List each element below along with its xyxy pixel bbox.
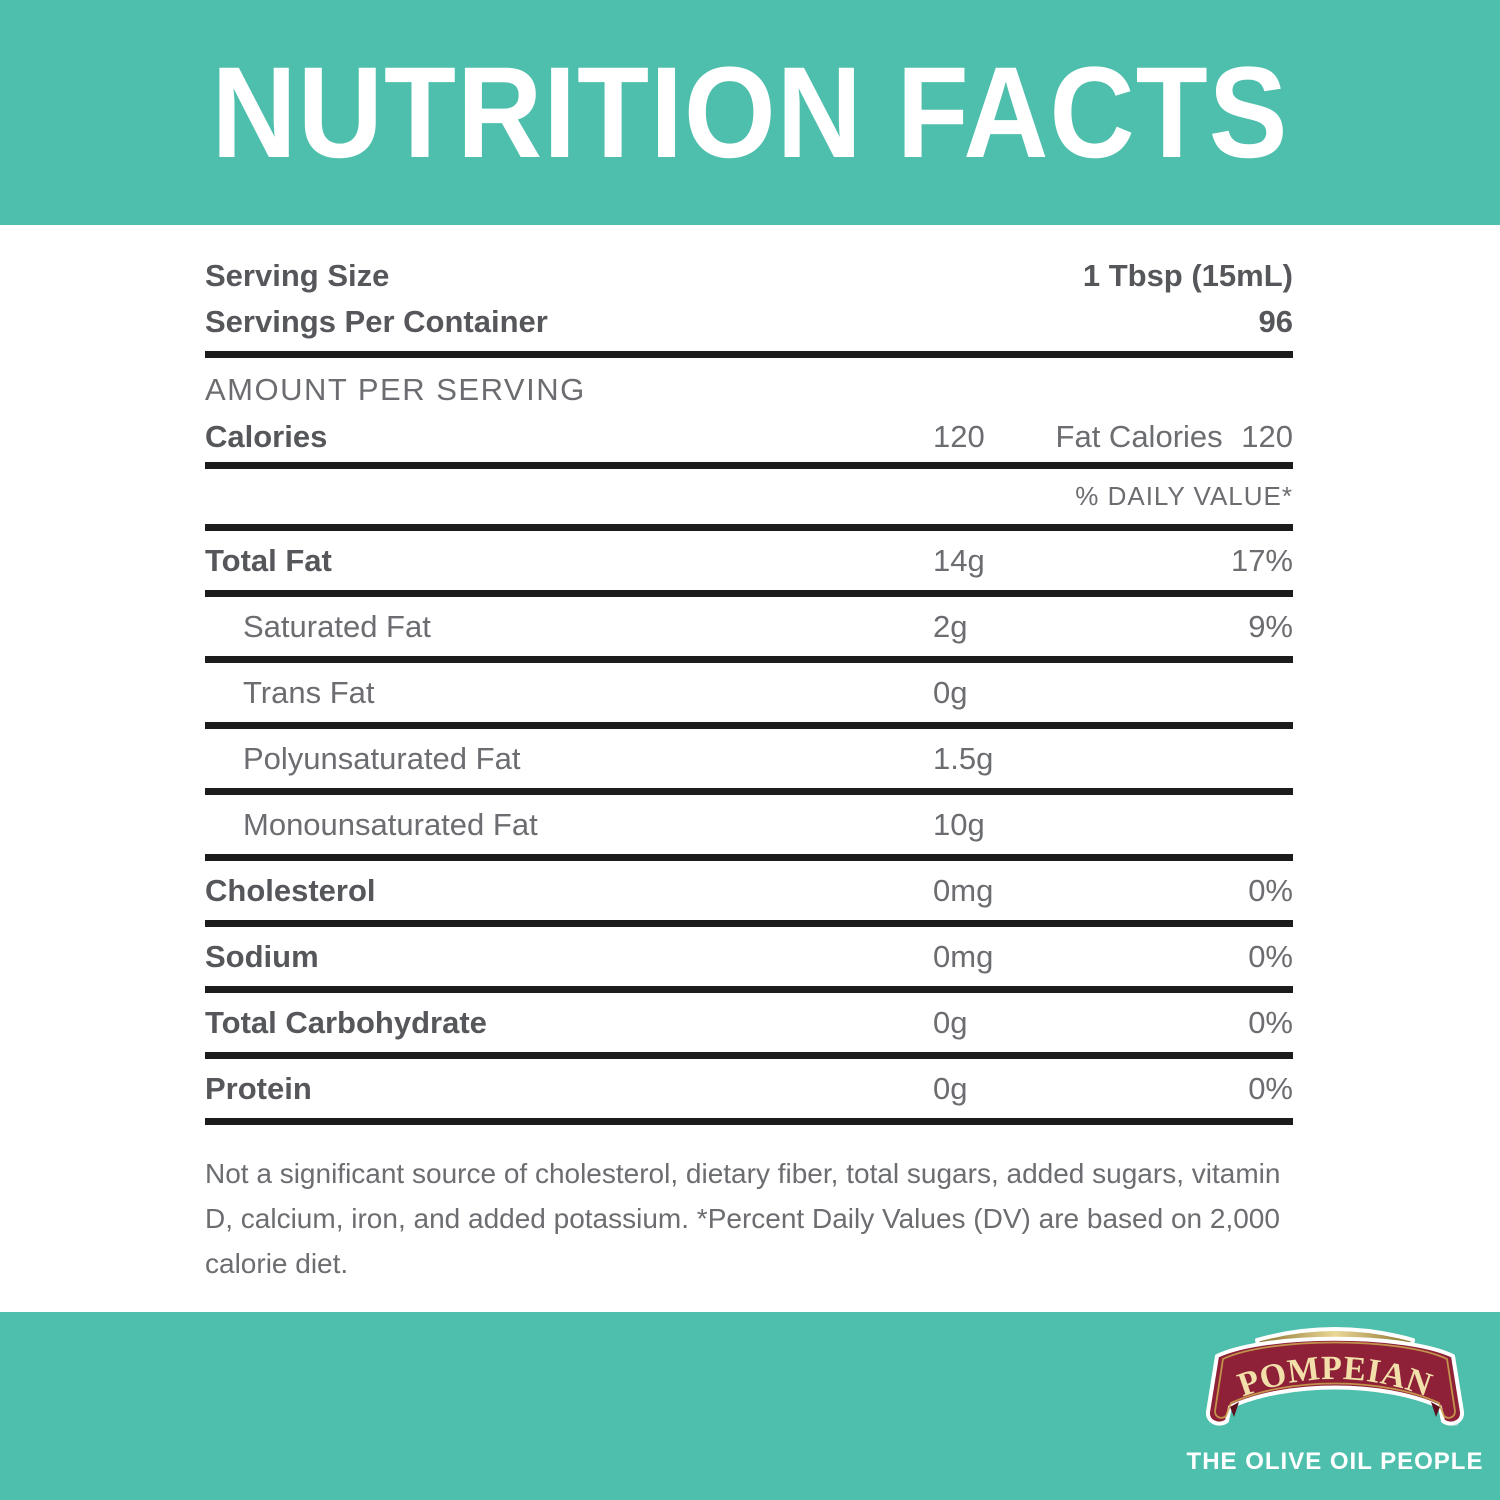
divider (205, 854, 1293, 861)
nutrient-row-saturated-fat: Saturated Fat 2g 9% (205, 597, 1293, 656)
nutrient-amount: 0mg (933, 872, 994, 908)
nutrient-dv: 0% (1248, 1004, 1293, 1040)
nutrient-dv: 0% (1248, 938, 1293, 974)
pompeian-logo: QUALITY SINCE 1906 POMPEIAN ® (1203, 1324, 1467, 1444)
nutrient-label: Total Fat (205, 542, 332, 578)
nutrient-row-polyunsaturated-fat: Polyunsaturated Fat 1.5g (205, 729, 1293, 788)
header-band: NUTRITION FACTS (0, 0, 1500, 225)
pompeian-logo-icon: QUALITY SINCE 1906 POMPEIAN ® (1206, 1327, 1464, 1428)
nutrient-dv: 9% (1248, 608, 1293, 644)
footnote-text: Not a significant source of cholesterol,… (205, 1158, 1281, 1279)
divider (205, 462, 1293, 469)
nutrient-label: Monounsaturated Fat (243, 806, 538, 842)
divider (205, 524, 1293, 531)
divider (205, 351, 1293, 358)
daily-value-header: % DAILY VALUE* (1075, 481, 1293, 511)
label-body: Serving Size 1 Tbsp (15mL) Servings Per … (205, 225, 1293, 1286)
servings-per-container-label: Servings Per Container (205, 304, 548, 339)
fat-calories: Fat Calories 120 (1046, 419, 1293, 455)
nutrient-label: Protein (205, 1070, 312, 1106)
nutrient-label: Polyunsaturated Fat (243, 740, 521, 776)
nutrient-row-monounsaturated-fat: Monounsaturated Fat 10g (205, 795, 1293, 854)
nutrient-dv: 0% (1248, 872, 1293, 908)
page-title: NUTRITION FACTS (211, 39, 1289, 186)
divider (205, 722, 1293, 729)
calories-label: Calories (205, 419, 328, 454)
nutrient-dv: 0% (1248, 1070, 1293, 1106)
servings-per-container-value: 96 (1258, 304, 1293, 339)
divider (205, 1118, 1293, 1125)
calories-row: Calories 120 Fat Calories 120 (205, 412, 1293, 462)
nutrient-amount: 2g (933, 608, 968, 644)
nutrient-dv: 17% (1230, 542, 1293, 578)
nutrient-label: Sodium (205, 938, 319, 974)
servings-per-container-row: Servings Per Container 96 (205, 299, 1293, 345)
footer-band (0, 1312, 1500, 1500)
nutrient-label: Trans Fat (243, 674, 375, 710)
nutrient-amount: 10g (933, 806, 985, 842)
nutrient-label: Total Carbohydrate (205, 1004, 487, 1040)
brand-tagline: THE OLIVE OIL PEOPLE (1186, 1448, 1484, 1475)
nutrient-amount: 1.5g (933, 740, 994, 776)
nutrient-label: Cholesterol (205, 872, 376, 908)
nutrient-row-cholesterol: Cholesterol 0mg 0% (205, 861, 1293, 920)
divider (205, 656, 1293, 663)
nutrient-row-trans-fat: Trans Fat 0g (205, 663, 1293, 722)
nutrient-amount: 14g (933, 542, 985, 578)
nutrient-row-protein: Protein 0g 0% (205, 1059, 1293, 1118)
calories-value: 120 (933, 419, 985, 454)
serving-size-value: 1 Tbsp (15mL) (1082, 258, 1293, 293)
divider (205, 590, 1293, 597)
serving-size-label: Serving Size (205, 258, 390, 293)
registered-mark: ® (1453, 1420, 1459, 1428)
nutrient-label: Saturated Fat (243, 608, 431, 644)
divider (205, 788, 1293, 795)
nutrient-amount: 0g (933, 674, 968, 710)
divider (205, 986, 1293, 993)
serving-size-row: Serving Size 1 Tbsp (15mL) (205, 253, 1293, 299)
divider (205, 920, 1293, 927)
nutrient-row-total-fat: Total Fat 14g 17% (205, 531, 1293, 590)
nutrient-amount: 0g (933, 1004, 968, 1040)
amount-per-serving-header: AMOUNT PER SERVING (205, 372, 586, 407)
divider (205, 1052, 1293, 1059)
nutrient-row-total-carbohydrate: Total Carbohydrate 0g 0% (205, 993, 1293, 1052)
nutrient-amount: 0g (933, 1070, 968, 1106)
fat-calories-label: Fat Calories (1055, 419, 1223, 454)
nutrient-row-sodium: Sodium 0mg 0% (205, 927, 1293, 986)
fat-calories-value: 120 (1241, 419, 1293, 454)
nutrient-amount: 0mg (933, 938, 994, 974)
